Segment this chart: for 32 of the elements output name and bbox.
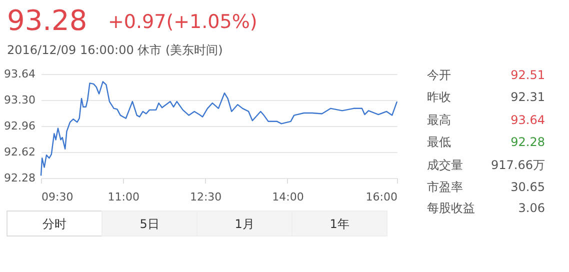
text: 917.66万 xyxy=(491,158,545,172)
text: 30.65 xyxy=(510,180,545,194)
text: 今开 xyxy=(427,68,451,82)
text: 昨收 xyxy=(427,90,451,104)
text: 最低 xyxy=(427,135,451,149)
text: 2016/12/09 16:00:00 休市 (美东时间) xyxy=(7,43,223,57)
y-tick-label: 92.96 xyxy=(4,120,36,132)
y-tick-label: 92.62 xyxy=(4,146,36,158)
text: 分时 xyxy=(42,217,66,231)
x-tick-label: 12:30 xyxy=(190,190,222,204)
y-tick-label: 92.28 xyxy=(4,172,36,184)
text: 最高 xyxy=(427,113,451,127)
text: 3.06 xyxy=(518,201,545,215)
chart-title: 93.28 xyxy=(7,4,88,37)
y-tick-label: 93.64 xyxy=(4,68,36,80)
text: 成交量 xyxy=(427,158,463,172)
x-tick-label: 11:00 xyxy=(108,190,140,204)
y-tick-label: 93.30 xyxy=(4,94,36,106)
x-tick-label: 09:30 xyxy=(42,190,74,204)
text: 1月 xyxy=(234,217,254,231)
text: 5日 xyxy=(140,217,160,231)
text: 每股收益 xyxy=(427,201,475,215)
text: 92.28 xyxy=(510,135,545,149)
text: 市盈率 xyxy=(427,180,463,194)
text: 92.51 xyxy=(510,68,545,82)
line-series xyxy=(40,81,398,176)
x-tick-label: 14:00 xyxy=(272,190,304,204)
text: 93.64 xyxy=(510,113,545,127)
x-tick-label: 16:00 xyxy=(366,190,398,204)
text: 1年 xyxy=(330,217,350,231)
text: +0.97(+1.05%) xyxy=(108,11,258,33)
text: 92.31 xyxy=(510,90,545,104)
